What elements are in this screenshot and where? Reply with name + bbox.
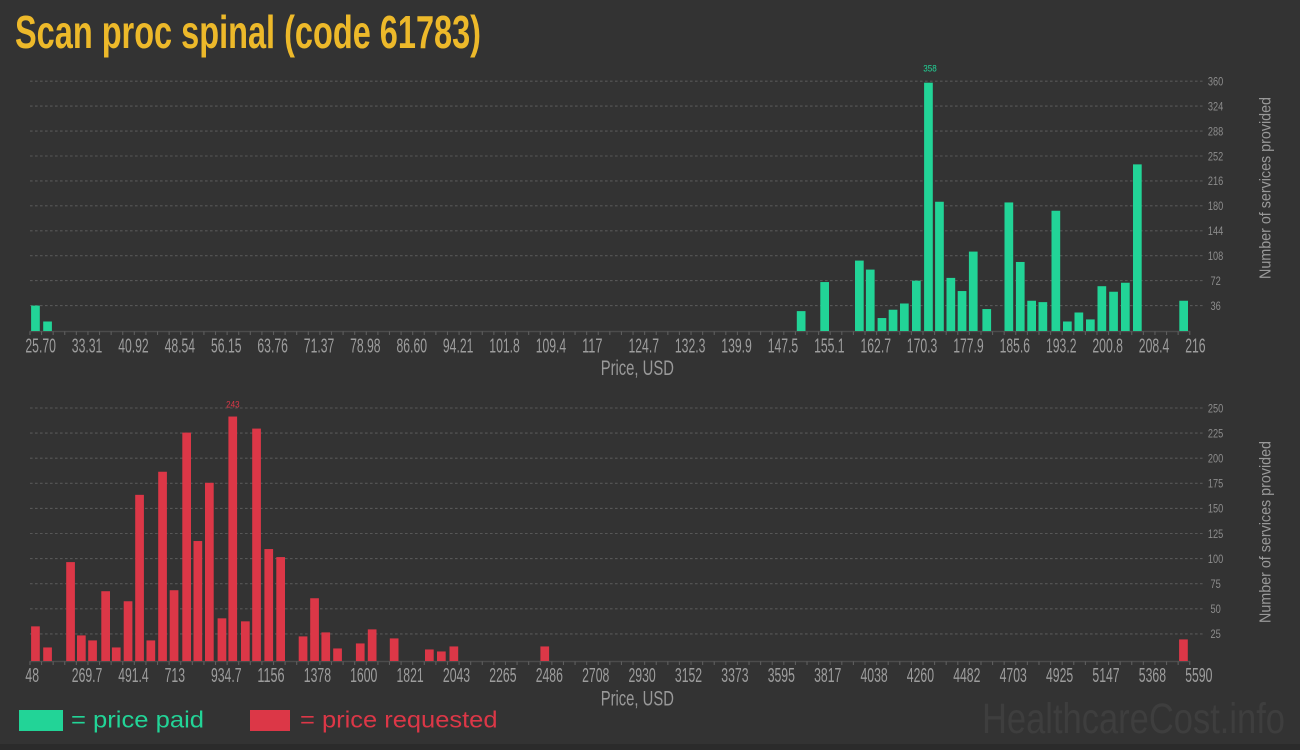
svg-text:243: 243 — [226, 399, 240, 409]
svg-text:139.9: 139.9 — [721, 335, 752, 357]
svg-text:208.4: 208.4 — [1139, 335, 1170, 357]
svg-text:2265: 2265 — [489, 665, 516, 687]
svg-text:2708: 2708 — [582, 665, 609, 687]
svg-text:170.3: 170.3 — [907, 335, 938, 357]
svg-text:934.7: 934.7 — [211, 665, 242, 687]
svg-text:3595: 3595 — [768, 665, 795, 687]
svg-text:4260: 4260 — [907, 665, 934, 687]
svg-text:101.8: 101.8 — [489, 335, 520, 357]
svg-text:175: 175 — [1208, 477, 1224, 491]
svg-text:100: 100 — [1208, 552, 1224, 566]
svg-text:1378: 1378 — [304, 665, 331, 687]
svg-text:36: 36 — [1210, 299, 1221, 313]
svg-text:109.4: 109.4 — [536, 335, 567, 357]
svg-text:216: 216 — [1185, 335, 1205, 357]
svg-text:= price paid: = price paid — [71, 706, 204, 732]
svg-text:4038: 4038 — [861, 665, 888, 687]
svg-text:150: 150 — [1208, 502, 1224, 516]
svg-text:2930: 2930 — [629, 665, 656, 687]
svg-text:252: 252 — [1208, 149, 1224, 163]
svg-text:Scan proc spinal (code 61783): Scan proc spinal (code 61783) — [15, 6, 481, 58]
svg-text:3373: 3373 — [721, 665, 748, 687]
svg-text:4703: 4703 — [1000, 665, 1027, 687]
svg-text:75: 75 — [1210, 577, 1221, 591]
svg-text:288: 288 — [1208, 124, 1224, 138]
svg-text:= price requested: = price requested — [300, 706, 498, 732]
svg-text:71.37: 71.37 — [304, 335, 335, 357]
svg-text:Price, USD: Price, USD — [601, 357, 674, 380]
svg-text:50: 50 — [1210, 602, 1221, 616]
svg-text:1821: 1821 — [397, 665, 424, 687]
svg-text:48.54: 48.54 — [165, 335, 196, 357]
svg-text:117: 117 — [582, 335, 602, 357]
svg-text:HealthcareCost.info: HealthcareCost.info — [982, 695, 1285, 743]
svg-text:193.2: 193.2 — [1046, 335, 1077, 357]
svg-text:2486: 2486 — [536, 665, 563, 687]
svg-text:132.3: 132.3 — [675, 335, 706, 357]
svg-text:3152: 3152 — [675, 665, 702, 687]
svg-text:Number of services provided: Number of services provided — [1258, 97, 1275, 279]
svg-text:86.60: 86.60 — [397, 335, 428, 357]
svg-text:78.98: 78.98 — [350, 335, 381, 357]
svg-text:25.70: 25.70 — [25, 335, 56, 357]
svg-text:25: 25 — [1210, 627, 1221, 641]
svg-text:Price, USD: Price, USD — [601, 687, 674, 710]
svg-text:124.7: 124.7 — [629, 335, 660, 357]
svg-text:5590: 5590 — [1185, 665, 1212, 687]
svg-text:250: 250 — [1208, 401, 1224, 415]
svg-text:33.31: 33.31 — [72, 335, 103, 357]
svg-text:94.21: 94.21 — [443, 335, 474, 357]
svg-text:162.7: 162.7 — [861, 335, 892, 357]
svg-text:4482: 4482 — [953, 665, 980, 687]
svg-text:144: 144 — [1208, 224, 1224, 238]
svg-text:225: 225 — [1208, 426, 1224, 440]
svg-text:185.6: 185.6 — [1000, 335, 1031, 357]
svg-text:200: 200 — [1208, 452, 1224, 466]
svg-text:5147: 5147 — [1092, 665, 1119, 687]
svg-text:360: 360 — [1208, 75, 1224, 89]
svg-text:216: 216 — [1208, 174, 1224, 188]
svg-text:4925: 4925 — [1046, 665, 1073, 687]
svg-text:1156: 1156 — [257, 665, 284, 687]
svg-text:200.8: 200.8 — [1092, 335, 1123, 357]
svg-text:713: 713 — [165, 665, 185, 687]
svg-text:1600: 1600 — [350, 665, 377, 687]
svg-text:180: 180 — [1208, 199, 1224, 213]
svg-text:491.4: 491.4 — [118, 665, 149, 687]
svg-text:40.92: 40.92 — [118, 335, 149, 357]
svg-text:125: 125 — [1208, 527, 1224, 541]
svg-text:2043: 2043 — [443, 665, 470, 687]
svg-text:155.1: 155.1 — [814, 335, 845, 357]
svg-text:3817: 3817 — [814, 665, 841, 687]
svg-text:56.15: 56.15 — [211, 335, 242, 357]
svg-text:5368: 5368 — [1139, 665, 1166, 687]
svg-text:269.7: 269.7 — [72, 665, 103, 687]
svg-text:72: 72 — [1210, 274, 1221, 288]
svg-text:Number of services provided: Number of services provided — [1258, 441, 1275, 623]
svg-text:108: 108 — [1208, 249, 1224, 263]
svg-text:324: 324 — [1208, 99, 1224, 113]
svg-text:63.76: 63.76 — [257, 335, 288, 357]
svg-text:358: 358 — [923, 64, 937, 74]
svg-text:177.9: 177.9 — [953, 335, 984, 357]
svg-text:48: 48 — [25, 665, 39, 687]
svg-text:147.5: 147.5 — [768, 335, 799, 357]
